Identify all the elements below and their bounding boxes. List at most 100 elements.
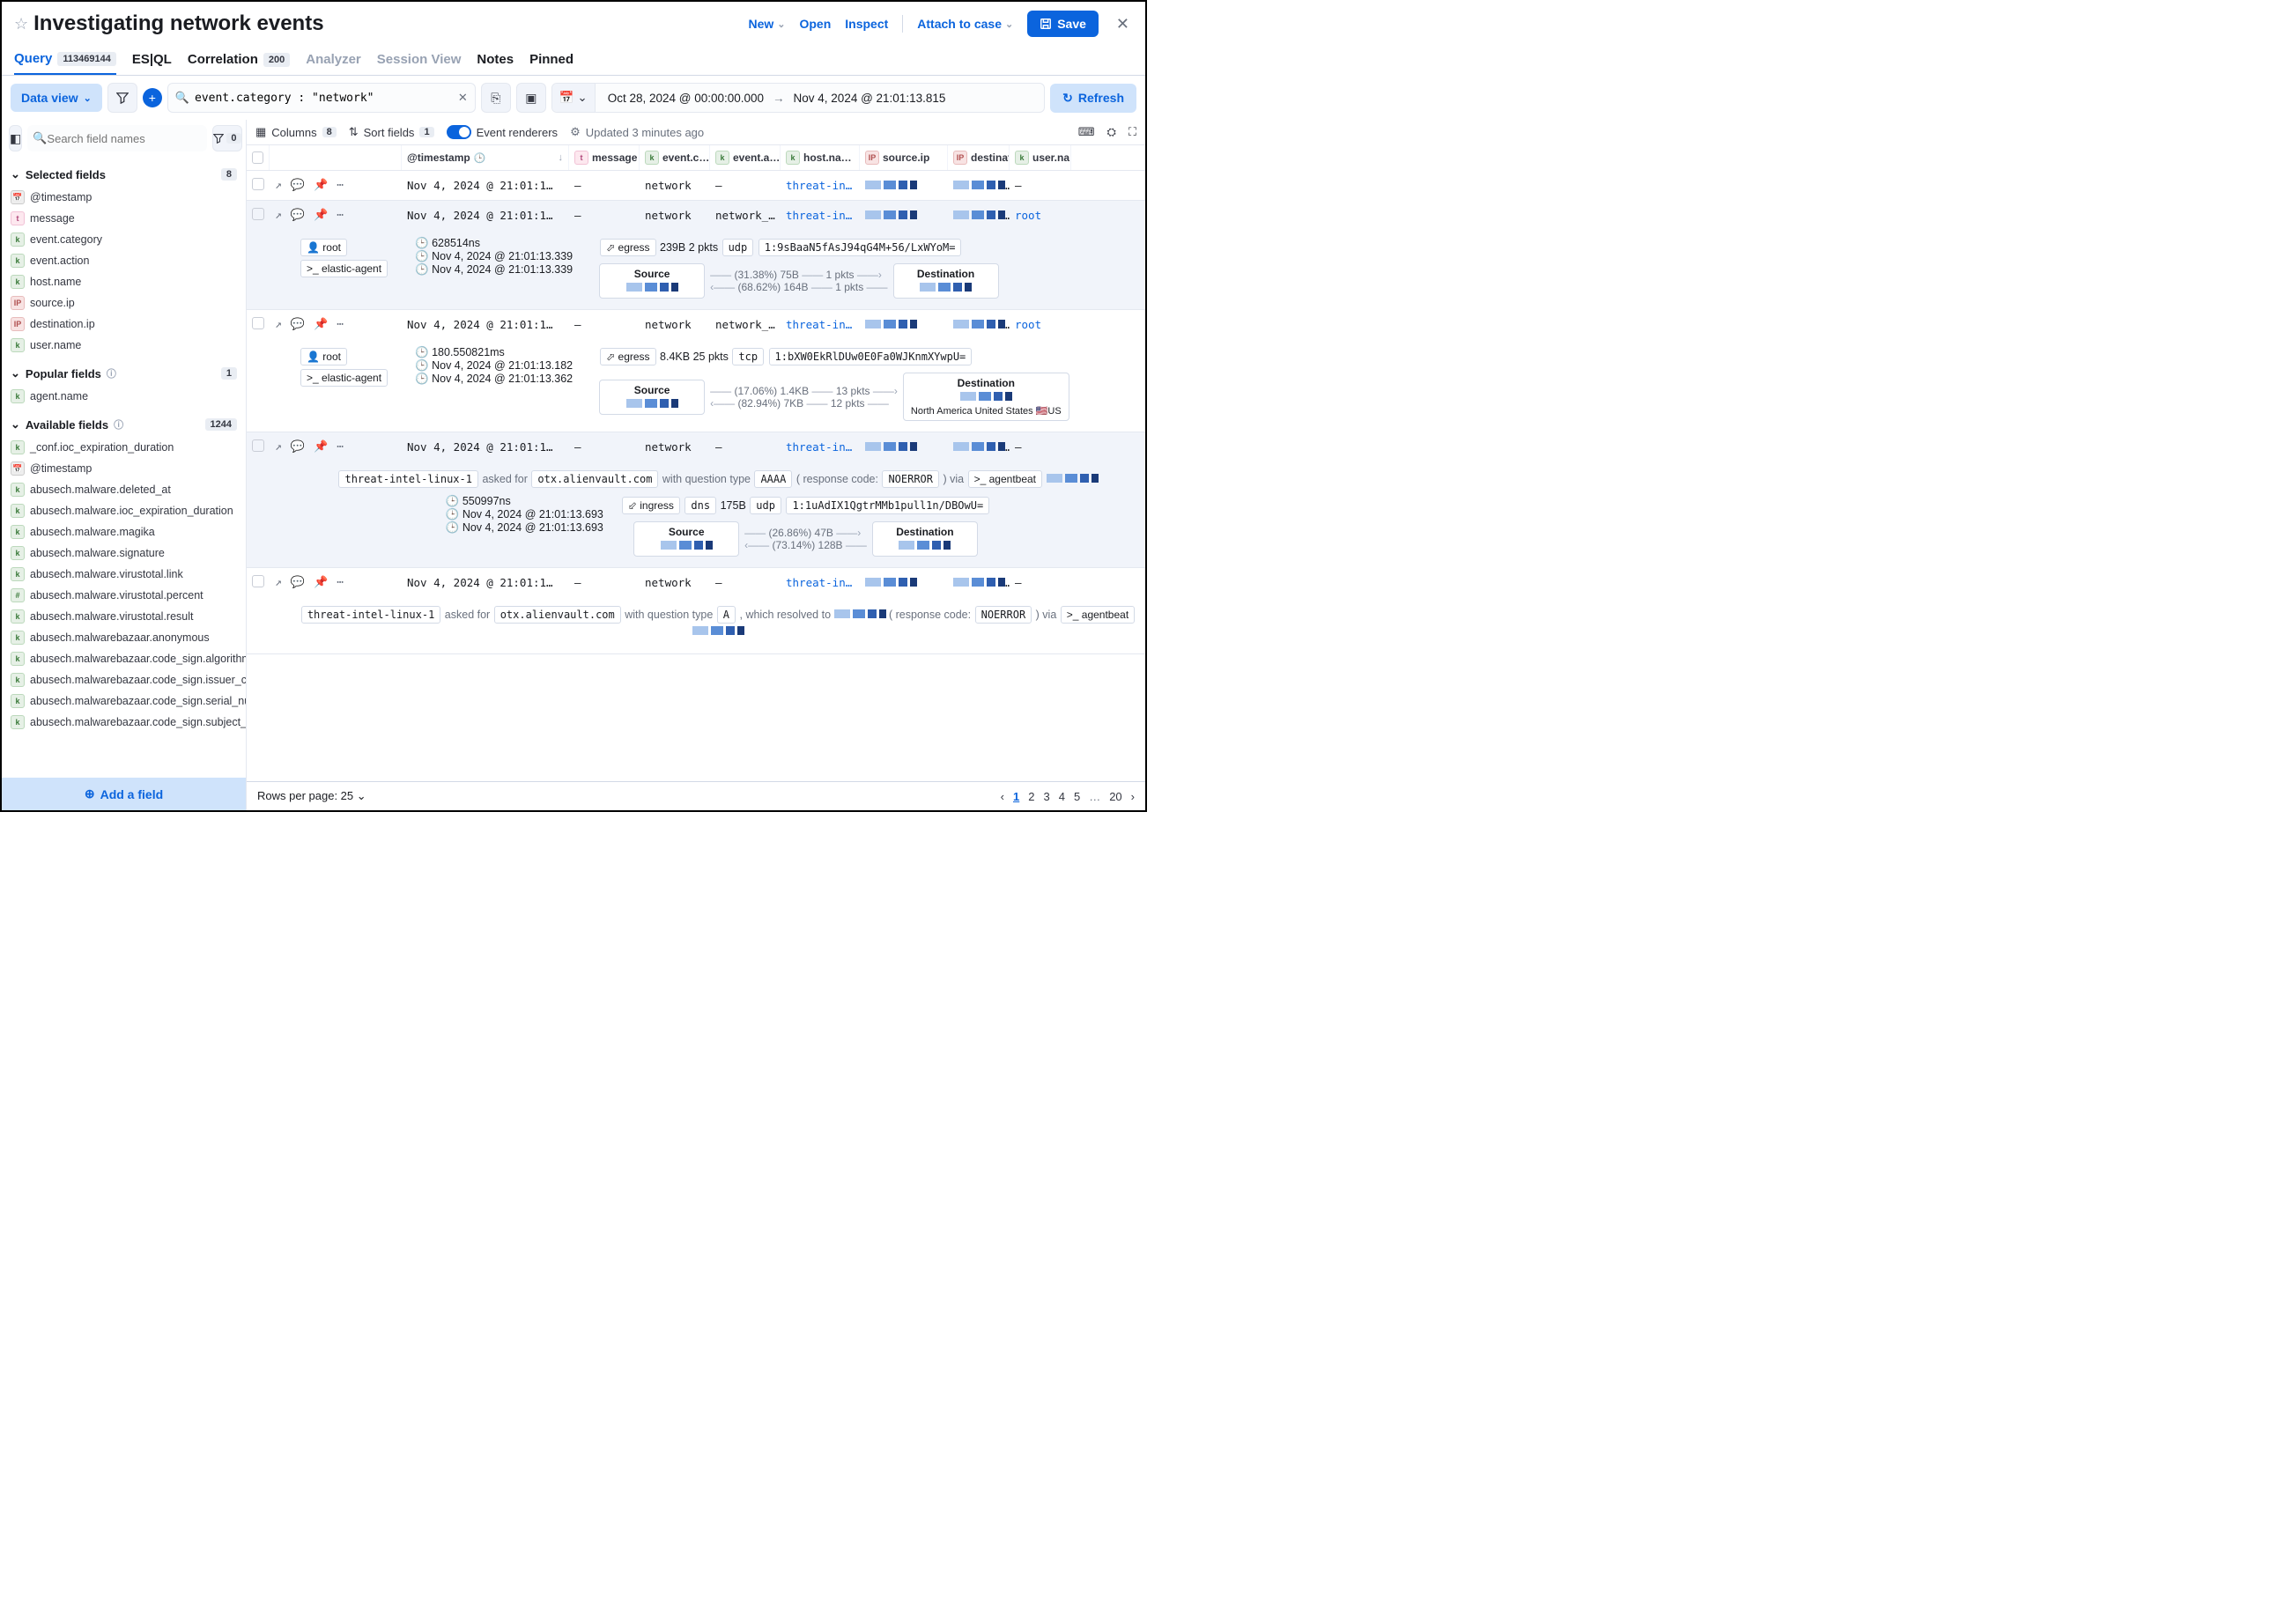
col-host[interactable]: khost.na…: [781, 145, 860, 170]
close-icon[interactable]: ✕: [1113, 15, 1133, 33]
field-item[interactable]: kabusech.malware.virustotal.link: [11, 564, 237, 585]
field-item[interactable]: kabusech.malwarebazaar.anonymous: [11, 627, 237, 648]
tab-notes[interactable]: Notes: [477, 45, 514, 74]
cell-host[interactable]: threat-in…: [781, 433, 860, 461]
field-item[interactable]: kevent.action: [11, 250, 237, 271]
selected-fields-header[interactable]: ⌄Selected fields8: [11, 162, 237, 187]
attach-case-button[interactable]: Attach to case ⌄: [917, 17, 1013, 31]
pin-icon[interactable]: 📌: [314, 318, 328, 331]
cell-host[interactable]: threat-in…: [781, 202, 860, 229]
tab-correlation[interactable]: Correlation200: [188, 45, 290, 74]
fullscreen-icon[interactable]: ⛶: [1128, 125, 1136, 139]
expand-icon[interactable]: ↗: [275, 209, 282, 222]
display-options-icon[interactable]: ⛭: [1106, 125, 1115, 139]
add-filter-icon[interactable]: +: [143, 88, 162, 107]
row-checkbox[interactable]: [252, 317, 264, 329]
rows-per-page[interactable]: Rows per page: 25 ⌄: [257, 789, 366, 803]
col-action[interactable]: kevent.a…: [710, 145, 781, 170]
page-2[interactable]: 2: [1028, 790, 1034, 803]
field-item[interactable]: kabusech.malwarebazaar.code_sign.subject…: [11, 712, 237, 733]
refresh-button[interactable]: ↻ Refresh: [1050, 84, 1136, 113]
field-item[interactable]: kabusech.malwarebazaar.code_sign.serial_…: [11, 690, 237, 712]
notes-icon[interactable]: 💬: [291, 179, 305, 192]
inspect-button[interactable]: Inspect: [845, 17, 888, 31]
more-icon[interactable]: ⋯: [337, 440, 344, 454]
field-item[interactable]: tmessage: [11, 208, 237, 229]
more-icon[interactable]: ⋯: [337, 318, 344, 331]
more-icon[interactable]: ⋯: [337, 576, 344, 589]
field-filter-icon[interactable]: 0: [212, 125, 241, 151]
col-message[interactable]: tmessage: [569, 145, 640, 170]
row-checkbox[interactable]: [252, 178, 264, 190]
field-item[interactable]: khost.name: [11, 271, 237, 292]
col-dest[interactable]: IPdestinati…: [948, 145, 1010, 170]
row-checkbox[interactable]: [252, 439, 264, 452]
field-item[interactable]: IPsource.ip: [11, 292, 237, 314]
page-4[interactable]: 4: [1059, 790, 1065, 803]
save-button[interactable]: Save: [1027, 11, 1099, 37]
favorite-star-icon[interactable]: ☆: [14, 15, 28, 33]
data-view-button[interactable]: Data view ⌄: [11, 84, 102, 112]
more-icon[interactable]: ⋯: [337, 179, 344, 192]
col-source[interactable]: IPsource.ip: [860, 145, 948, 170]
cell-user[interactable]: root: [1010, 311, 1071, 338]
field-item[interactable]: kuser.name: [11, 335, 237, 356]
field-item[interactable]: kabusech.malwarebazaar.code_sign.algorit…: [11, 648, 237, 669]
tab-query[interactable]: Query113469144: [14, 44, 116, 75]
row-checkbox[interactable]: [252, 208, 264, 220]
notes-icon[interactable]: 💬: [291, 318, 305, 331]
cell-host[interactable]: threat-in…: [781, 569, 860, 596]
cell-user[interactable]: root: [1010, 202, 1071, 229]
expand-icon[interactable]: ↗: [275, 318, 282, 331]
row-checkbox[interactable]: [252, 575, 264, 587]
fields-panel-icon[interactable]: ◧: [9, 125, 22, 151]
tab-pinned[interactable]: Pinned: [529, 45, 574, 74]
pin-icon[interactable]: 📌: [314, 179, 328, 192]
notes-icon[interactable]: 💬: [291, 440, 305, 454]
new-button[interactable]: New ⌄: [748, 17, 785, 31]
field-item[interactable]: kabusech.malware.deleted_at: [11, 479, 237, 500]
sort-control[interactable]: ⇅ Sort fields 1: [349, 125, 434, 139]
notes-icon[interactable]: 💬: [291, 209, 305, 222]
keyboard-icon[interactable]: ⌨: [1078, 125, 1095, 139]
add-field-button[interactable]: ⊕ Add a field: [2, 778, 246, 810]
query-assist-icon[interactable]: ⎘: [481, 83, 511, 113]
field-item[interactable]: kabusech.malware.virustotal.result: [11, 606, 237, 627]
tab-session[interactable]: Session View: [377, 45, 462, 74]
pin-icon[interactable]: 📌: [314, 576, 328, 589]
page-3[interactable]: 3: [1043, 790, 1049, 803]
query-input[interactable]: 🔍 ✕: [167, 83, 476, 113]
columns-control[interactable]: ▦ Columns 8: [255, 125, 337, 139]
col-user[interactable]: kuser.na…: [1010, 145, 1071, 170]
field-search[interactable]: 🔍: [27, 125, 207, 151]
expand-icon[interactable]: ↗: [275, 440, 282, 454]
page-1[interactable]: 1: [1013, 790, 1019, 803]
tab-analyzer[interactable]: Analyzer: [306, 45, 361, 74]
filter-icon[interactable]: [107, 83, 137, 113]
page-5[interactable]: 5: [1074, 790, 1080, 803]
field-item[interactable]: 📅@timestamp: [11, 187, 237, 208]
saved-query-icon[interactable]: ▣: [516, 83, 546, 113]
field-item[interactable]: k_conf.ioc_expiration_duration: [11, 437, 237, 458]
expand-icon[interactable]: ↗: [275, 576, 282, 589]
col-category[interactable]: kevent.c…: [640, 145, 710, 170]
field-item[interactable]: #abusech.malware.virustotal.percent: [11, 585, 237, 606]
field-item[interactable]: kabusech.malware.magika: [11, 521, 237, 543]
pin-icon[interactable]: 📌: [314, 440, 328, 454]
select-all-checkbox[interactable]: [252, 151, 263, 164]
cell-host[interactable]: threat-in…: [781, 311, 860, 338]
expand-icon[interactable]: ↗: [275, 179, 282, 192]
pin-icon[interactable]: 📌: [314, 209, 328, 222]
field-item[interactable]: 📅@timestamp: [11, 458, 237, 479]
page-prev[interactable]: ‹: [1001, 790, 1004, 803]
popular-fields-header[interactable]: ⌄Popular fieldsⓘ1: [11, 361, 237, 386]
field-item[interactable]: kabusech.malwarebazaar.code_sign.issuer_…: [11, 669, 237, 690]
field-item[interactable]: kabusech.malware.signature: [11, 543, 237, 564]
tab-esql[interactable]: ES|QL: [132, 45, 172, 74]
field-item[interactable]: kevent.category: [11, 229, 237, 250]
open-button[interactable]: Open: [799, 17, 831, 31]
available-fields-header[interactable]: ⌄Available fieldsⓘ1244: [11, 412, 237, 437]
page-last[interactable]: 20: [1109, 790, 1121, 803]
calendar-icon[interactable]: 📅 ⌄: [552, 84, 596, 112]
col-timestamp[interactable]: @timestamp 🕒↓: [402, 145, 569, 170]
